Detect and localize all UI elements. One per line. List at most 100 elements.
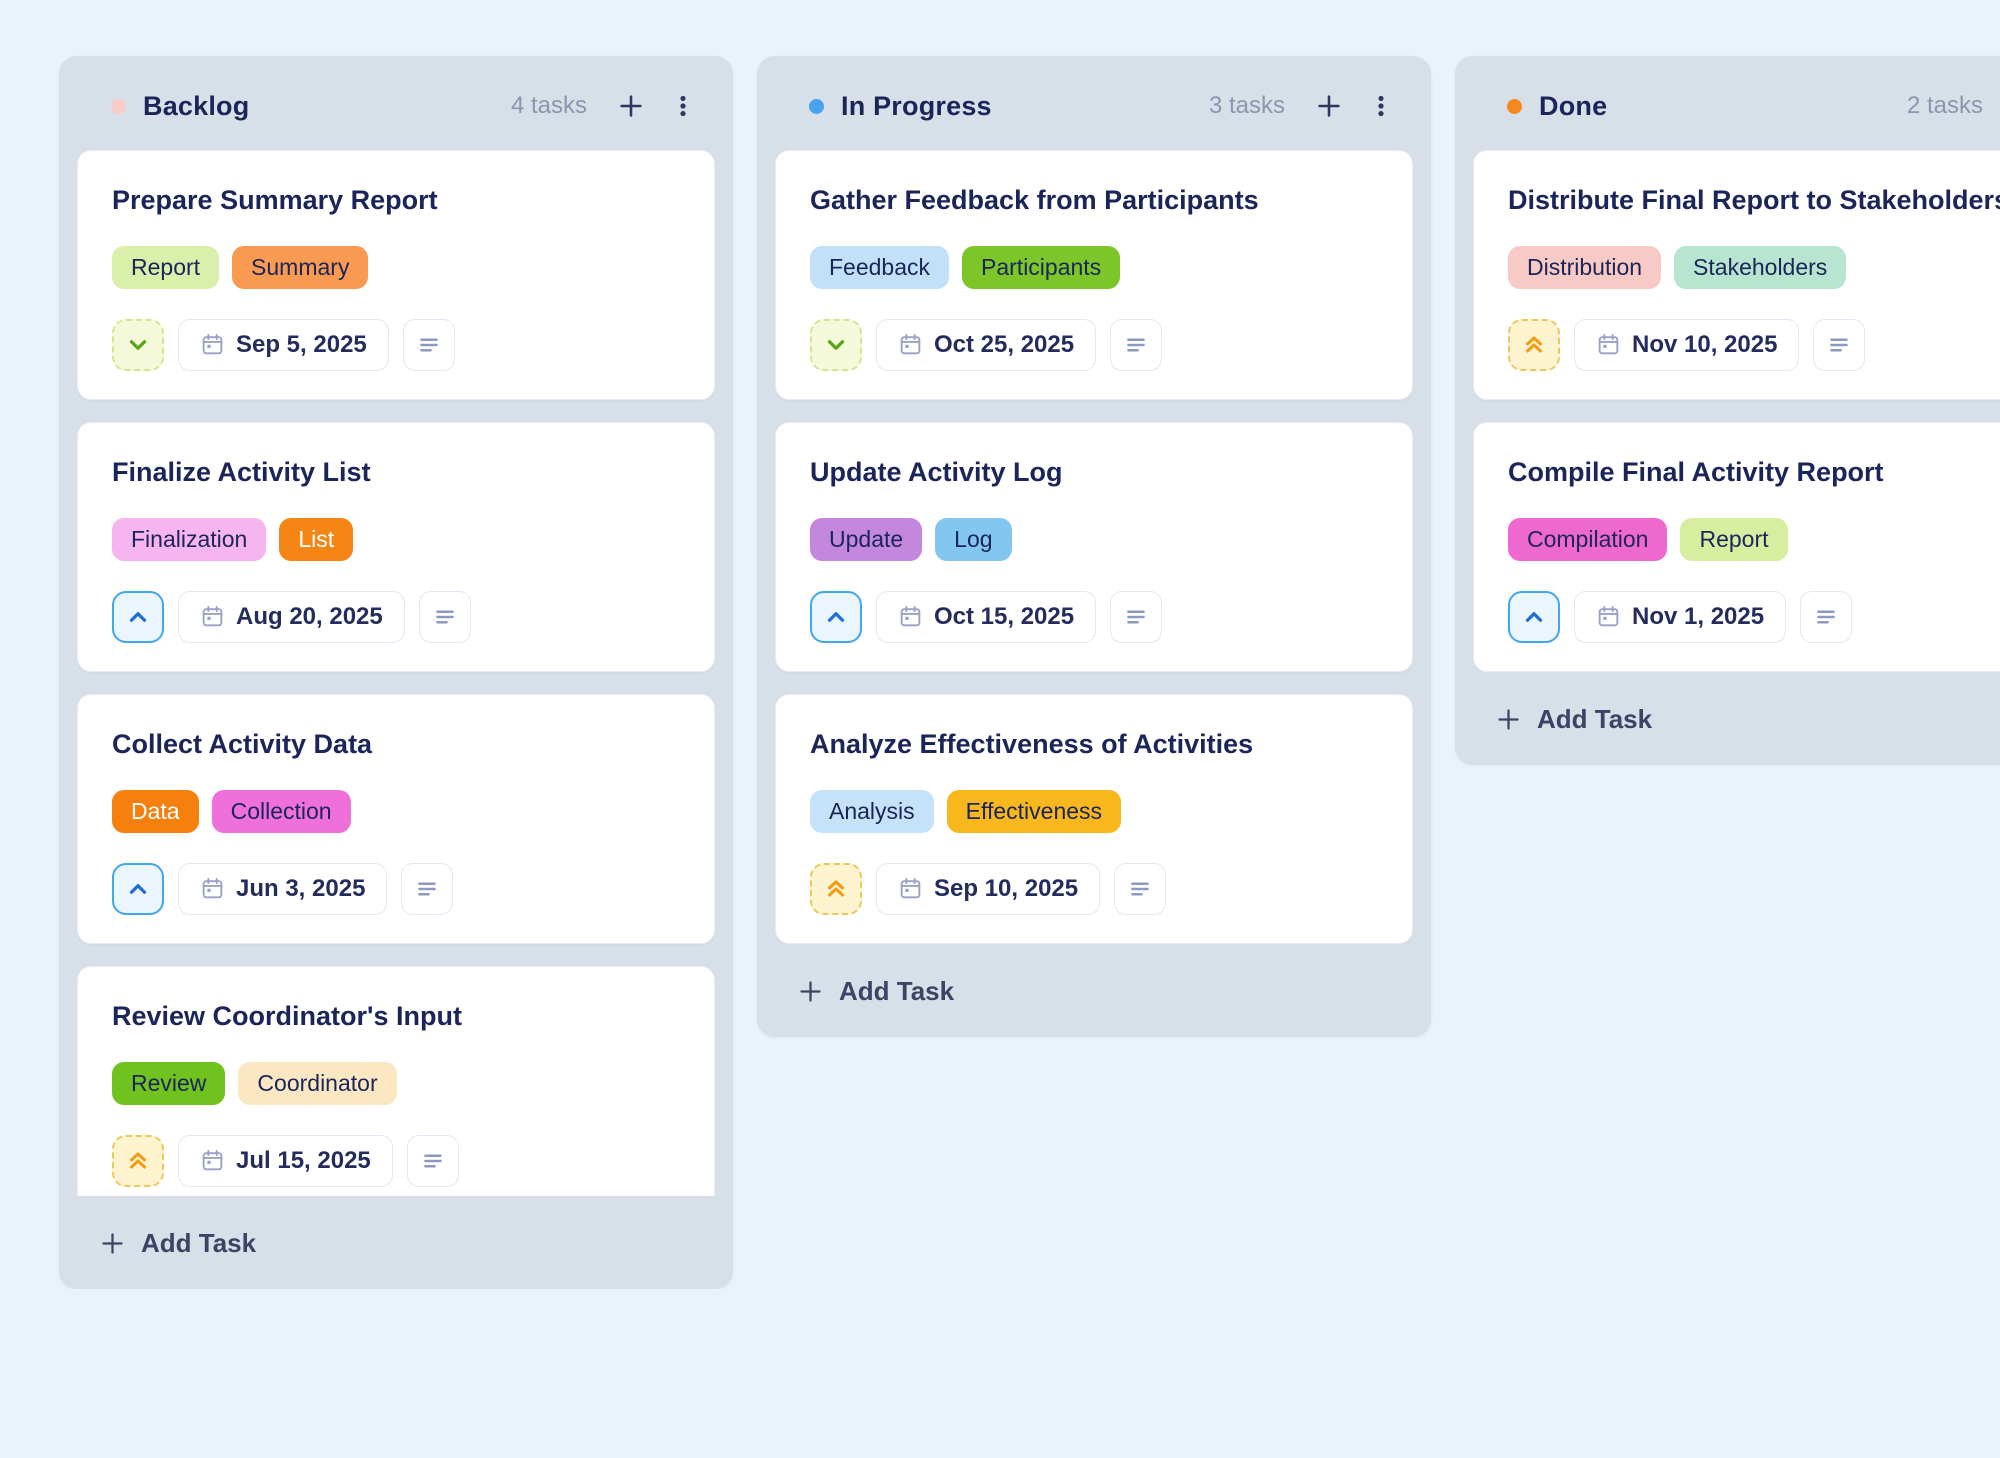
notes-button[interactable]: [1110, 590, 1163, 643]
tag: Summary: [232, 245, 369, 289]
due-date-label: Oct 15, 2025: [934, 602, 1075, 630]
priority-medium-button[interactable]: [1508, 590, 1560, 643]
due-date-button[interactable]: Nov 10, 2025: [1574, 318, 1800, 371]
tag: Data: [112, 789, 199, 833]
task-card[interactable]: Gather Feedback from Participants Feedba…: [775, 150, 1413, 400]
task-title: Collect Activity Data: [112, 729, 373, 759]
column-menu-button[interactable]: [667, 90, 699, 122]
column-add-task-icon-button[interactable]: [615, 90, 647, 122]
kanban-board: Backlog 4 tasks Prepare Summary Report R…: [59, 56, 2000, 1289]
priority-high-button[interactable]: [112, 1134, 164, 1187]
tag-list: Distribution Stakeholders: [1508, 245, 2000, 289]
due-date-button[interactable]: Oct 15, 2025: [876, 590, 1097, 643]
task-card[interactable]: Review Coordinator's Input Review Coordin…: [77, 966, 715, 1196]
column-header: Done 2 tasks: [1455, 56, 2000, 150]
card-footer: Oct 15, 2025: [810, 590, 1378, 643]
priority-high-button[interactable]: [1508, 318, 1560, 371]
tag: Distribution: [1508, 245, 1662, 289]
double-chevron-up-icon: [129, 1152, 147, 1169]
align-left-icon: [1830, 338, 1849, 352]
tag: Report: [1680, 517, 1788, 561]
task-card[interactable]: Finalize Activity List Finalization List …: [77, 422, 715, 672]
calendar-icon: [1598, 606, 1619, 627]
plus-icon: [1318, 95, 1340, 117]
align-left-icon: [418, 882, 437, 896]
column-add-task-icon-button[interactable]: [1313, 90, 1345, 122]
priority-low-button[interactable]: [810, 318, 862, 371]
notes-button[interactable]: [1800, 590, 1853, 643]
task-card[interactable]: Collect Activity Data Data Collection Jun…: [77, 694, 715, 944]
tag: Feedback: [810, 245, 950, 289]
due-date-button[interactable]: Aug 20, 2025: [178, 590, 405, 643]
task-title: Distribute Final Report to Stakeholders: [1508, 185, 2000, 215]
card-list: Distribute Final Report to Stakeholders …: [1473, 150, 2000, 672]
notes-button[interactable]: [1813, 318, 1866, 371]
due-date-button[interactable]: Sep 5, 2025: [178, 318, 389, 371]
chevron-down-icon: [827, 339, 845, 350]
task-card[interactable]: Compile Final Activity Report Compilatio…: [1473, 422, 2000, 672]
tag-list: Analysis Effectiveness: [810, 789, 1378, 833]
tag: Log: [935, 517, 1012, 561]
due-date-button[interactable]: Jun 3, 2025: [178, 862, 388, 915]
column-title: Done: [1539, 90, 1608, 121]
column-header: Backlog 4 tasks: [59, 56, 733, 150]
column-menu-button[interactable]: [1365, 90, 1397, 122]
task-title: Compile Final Activity Report: [1508, 457, 1884, 487]
kanban-column-done: Done 2 tasks Distribute Final Report to …: [1455, 56, 2000, 765]
tag-list: Finalization List: [112, 517, 680, 561]
add-task-label: Add Task: [839, 976, 955, 1006]
notes-button[interactable]: [1110, 318, 1163, 371]
notes-button[interactable]: [401, 862, 454, 915]
plus-icon: [620, 95, 642, 117]
tag: Stakeholders: [1674, 245, 1847, 289]
card-list: Prepare Summary Report Report Summary Sep…: [77, 150, 715, 1196]
add-task-button[interactable]: Add Task: [797, 976, 1431, 1007]
notes-button[interactable]: [402, 318, 455, 371]
card-list: Gather Feedback from Participants Feedba…: [775, 150, 1413, 944]
priority-medium-button[interactable]: [112, 590, 164, 643]
due-date-button[interactable]: Jul 15, 2025: [178, 1134, 393, 1187]
due-date-button[interactable]: Nov 1, 2025: [1574, 590, 1787, 643]
double-chevron-up-icon: [827, 880, 845, 897]
kanban-column-in-progress: In Progress 3 tasks Gather Feedback from…: [757, 56, 1431, 1037]
priority-high-button[interactable]: [810, 862, 862, 915]
notes-button[interactable]: [418, 590, 471, 643]
task-card[interactable]: Update Activity Log Update Log Oct 15, 20…: [775, 422, 1413, 672]
card-footer: Sep 5, 2025: [112, 318, 680, 371]
tag: Report: [112, 245, 220, 289]
task-title: Review Coordinator's Input: [112, 1001, 462, 1031]
calendar-icon: [900, 606, 921, 627]
due-date-button[interactable]: Sep 10, 2025: [876, 862, 1101, 915]
add-task-button[interactable]: Add Task: [99, 1228, 733, 1259]
column-header: In Progress 3 tasks: [757, 56, 1431, 150]
due-date-label: Nov 1, 2025: [1632, 602, 1765, 630]
kebab-menu-icon: [680, 95, 686, 117]
calendar-icon: [1598, 334, 1619, 355]
calendar-icon: [202, 606, 223, 627]
tag: Compilation: [1508, 517, 1668, 561]
tag: List: [279, 517, 354, 561]
kebab-menu-icon: [1378, 95, 1384, 117]
column-status-dot: [111, 98, 126, 114]
priority-medium-button[interactable]: [112, 862, 164, 915]
task-title: Update Activity Log: [810, 457, 1063, 487]
task-title: Gather Feedback from Participants: [810, 185, 1259, 215]
add-task-label: Add Task: [1537, 704, 1653, 734]
task-card[interactable]: Prepare Summary Report Report Summary Sep…: [77, 150, 715, 400]
align-left-icon: [1127, 338, 1145, 352]
priority-medium-button[interactable]: [810, 590, 862, 643]
notes-button[interactable]: [406, 1134, 459, 1187]
task-card[interactable]: Distribute Final Report to Stakeholders …: [1473, 150, 2000, 400]
due-date-button[interactable]: Oct 25, 2025: [876, 318, 1097, 371]
task-title: Prepare Summary Report: [112, 185, 438, 215]
kanban-column-backlog: Backlog 4 tasks Prepare Summary Report R…: [59, 56, 733, 1289]
calendar-icon: [202, 1150, 223, 1171]
task-card[interactable]: Analyze Effectiveness of Activities Anal…: [775, 694, 1413, 944]
priority-low-button[interactable]: [112, 318, 164, 371]
add-task-button[interactable]: Add Task: [1495, 704, 2000, 735]
notes-button[interactable]: [1114, 862, 1167, 915]
tag: Collection: [211, 789, 351, 833]
align-left-icon: [419, 338, 438, 352]
align-left-icon: [423, 1154, 442, 1168]
task-title: Analyze Effectiveness of Activities: [810, 729, 1254, 759]
